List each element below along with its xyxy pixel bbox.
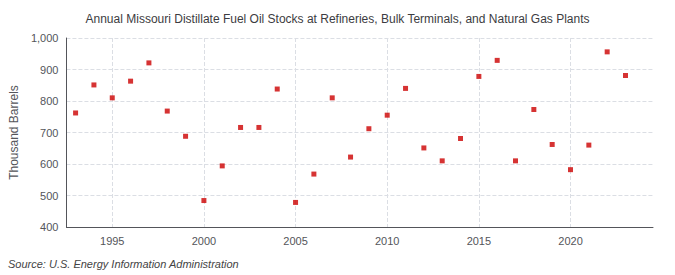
svg-text:Annual Missouri Distillate Fue: Annual Missouri Distillate Fuel Oil Stoc… — [86, 12, 590, 26]
svg-text:2005: 2005 — [283, 235, 307, 247]
svg-text:Thousand Barrels: Thousand Barrels — [7, 85, 21, 180]
svg-text:900: 900 — [40, 64, 58, 76]
svg-text:2010: 2010 — [375, 235, 399, 247]
svg-text:1995: 1995 — [100, 235, 124, 247]
svg-text:800: 800 — [40, 95, 58, 107]
svg-text:400: 400 — [40, 221, 58, 233]
svg-text:600: 600 — [40, 158, 58, 170]
svg-text:Source: U.S. Energy Informatio: Source: U.S. Energy Information Administ… — [8, 258, 239, 270]
svg-text:1,000: 1,000 — [31, 32, 59, 44]
svg-text:2015: 2015 — [467, 235, 491, 247]
svg-text:500: 500 — [40, 190, 58, 202]
svg-text:2020: 2020 — [558, 235, 582, 247]
svg-text:2000: 2000 — [192, 235, 216, 247]
svg-text:700: 700 — [40, 127, 58, 139]
